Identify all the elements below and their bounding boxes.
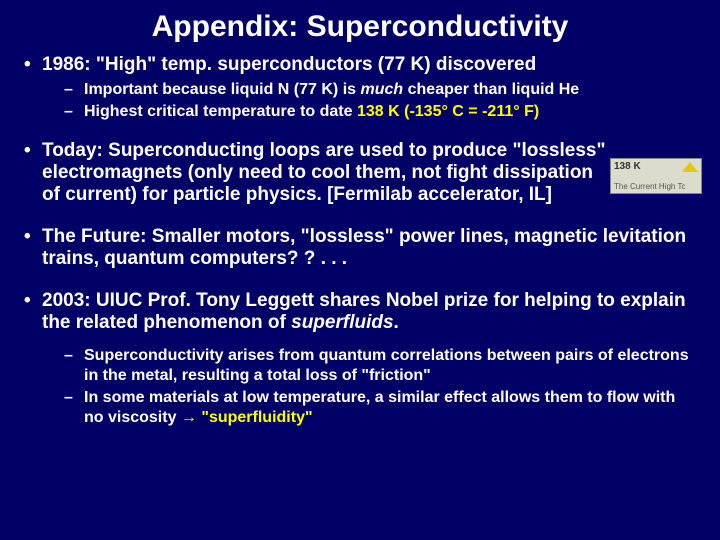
text: cheaper than liquid He [403,81,579,98]
text: Important because liquid N (77 K) is [84,81,361,98]
badge-temp: 138 K [614,161,641,172]
bullet-2003-sub2: In some materials at low temperature, a … [84,388,696,428]
high-tc-badge: 138 K The Current High Tc [610,158,702,194]
bullet-future: The Future: Smaller motors, "lossless" p… [42,226,696,270]
bullet-2003: 2003: UIUC Prof. Tony Leggett shares Nob… [42,290,696,334]
bullet-1986-sub2: Highest critical temperature to date 138… [84,102,696,122]
badge-label: The Current High Tc [614,182,698,191]
slide-title: Appendix: Superconductivity [24,10,696,44]
text-highlight: → "superfluidity" [181,409,313,426]
text-emph: superfluids [291,312,393,333]
text-emph: much [361,81,404,98]
text: In some materials at low temperature, a … [84,389,675,426]
bullet-today: Today: Superconducting loops are used to… [42,140,696,206]
bullet-2003-sub1: Superconductivity arises from quantum co… [84,346,696,386]
triangle-icon [682,162,698,172]
bullet-1986: 1986: "High" temp. superconductors (77 K… [42,54,696,76]
text: . [394,312,399,333]
text-highlight: 138 K (-135° C = -211° F) [357,103,539,120]
bullet-1986-sub1: Important because liquid N (77 K) is muc… [84,80,696,100]
text: Highest critical temperature to date [84,103,357,120]
